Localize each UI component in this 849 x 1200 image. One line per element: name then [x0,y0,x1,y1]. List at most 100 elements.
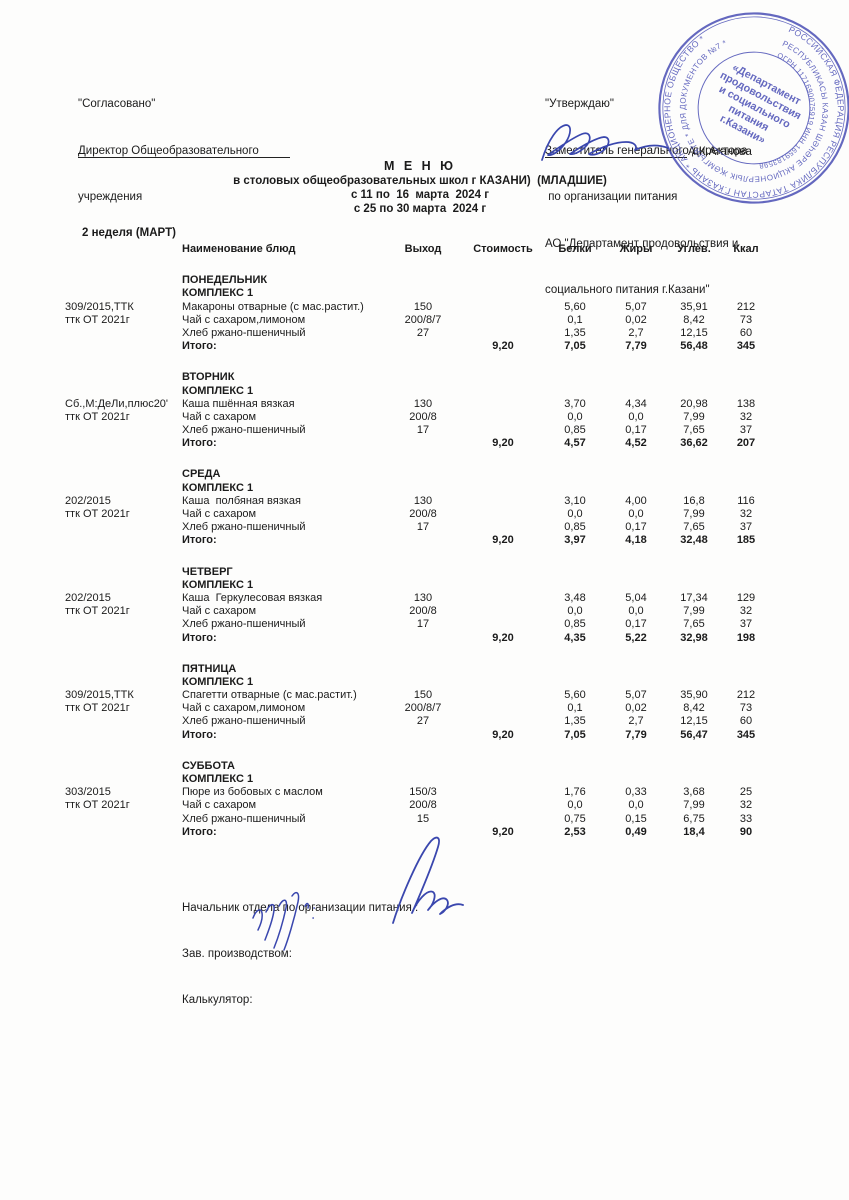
dish-cost [463,592,543,605]
total-carb: 18,4 [683,825,705,838]
dish-name: Хлеб ржано-пшеничный [182,715,306,728]
dish-protein: 3,48 [564,591,586,604]
total-row: Итого: 9,20 4,35 5,22 32,98 198 [65,632,775,645]
dish-cost [463,327,543,340]
dish-code: ттк ОТ 2021г [65,313,130,326]
dish-code: ттк ОТ 2021г [65,410,130,423]
dish-protein: 0,1 [567,313,583,326]
code-cell [65,729,182,742]
day-title: ЧЕТВЕРГ [182,565,233,578]
dish-fat: 4,34 [625,397,647,410]
dish-kcal: 60 [739,326,753,339]
dish-protein: 3,10 [564,494,586,507]
dish-row: 309/2015,ТТК Спагетти отварные (с мас.рас… [65,689,775,702]
dish-name: Хлеб ржано-пшеничный [182,812,306,825]
total-label: Итого: [182,437,217,450]
dish-output: 200/8 [409,508,437,520]
dish-output: 17 [416,521,430,534]
dish-protein: 5,60 [564,300,586,313]
dish-kcal: 138 [736,397,756,410]
dish-fat: 5,04 [625,591,647,604]
approval-right-line3: по организации питания [545,191,678,203]
dish-cost [463,314,543,327]
dish-fat: 0,02 [625,313,647,326]
code-cell [65,676,182,689]
dish-output: 130 [413,397,433,410]
complex-label: КОМПЛЕКС 1 [182,578,254,591]
dish-cost [463,702,543,715]
title-dates-1: с 11 по 16 марта 2024 г [350,189,490,201]
complex-row: КОМПЛЕКС 1 [65,287,775,300]
dish-row: Хлеб ржано-пшеничный 27 1,35 2,7 12,15 60 [65,715,775,728]
dish-name: Хлеб ржано-пшеничный [182,326,306,339]
footer-line2: Зав. производством: [182,948,292,961]
total-cost: 9,20 [492,728,514,741]
total-output [383,437,463,450]
dish-kcal: 212 [736,689,756,702]
dish-fat: 0,33 [625,786,647,799]
dish-fat: 2,7 [628,715,644,728]
dish-protein: 0,0 [567,410,583,423]
total-carb: 32,48 [680,534,708,547]
dish-cost [463,813,543,826]
dish-protein: 0,0 [567,508,583,520]
dish-cost [463,786,543,799]
complex-row: КОМПЛЕКС 1 [65,676,775,689]
dish-fat: 5,07 [625,689,647,702]
dish-fat: 0,15 [625,812,647,825]
col-dish-name: Наименование блюд [182,243,296,255]
total-fat: 7,79 [625,340,647,353]
dish-carb: 35,90 [680,689,708,702]
dish-row: Хлеб ржано-пшеничный 17 0,85 0,17 7,65 37 [65,424,775,437]
dish-carb: 8,42 [683,702,705,715]
dish-output: 150/3 [409,786,437,799]
day-title-row: ЧЕТВЕРГ [65,566,775,579]
day-title: ПОНЕДЕЛЬНИК [182,274,268,287]
dish-code: Сб.,М:ДеЛи,плюс20' [65,397,169,410]
dish-kcal: 32 [739,508,753,520]
dish-carb: 7,99 [683,799,705,812]
dish-name: Чай с сахаром,лимоном [182,702,306,715]
dish-output: 200/8 [409,410,437,423]
dish-kcal: 73 [739,313,753,326]
dish-row: ттк ОТ 2021г Чай с сахаром 200/8 0,0 0,0 7,99… [65,799,775,812]
total-fat: 7,79 [625,728,647,741]
dish-name: Чай с сахаром [182,508,257,520]
dish-carb: 7,99 [683,605,705,618]
day-title: СРЕДА [182,468,221,481]
dish-protein: 0,85 [564,424,586,437]
dish-name: Макароны отварные (с мас.растит.) [182,300,364,313]
total-label: Итого: [182,728,217,741]
dish-cost [463,495,543,508]
dish-kcal: 212 [736,300,756,313]
dish-kcal: 73 [739,702,753,715]
total-row: Итого: 9,20 3,97 4,18 32,48 185 [65,534,775,547]
approval-left-line3: учреждения [78,191,143,203]
week-label: 2 неделя (МАРТ) [82,227,176,239]
head-of-department-signature [392,836,464,924]
total-carb: 56,48 [680,340,708,353]
dish-cost [463,424,543,437]
dish-code: 303/2015 [65,786,111,799]
total-cost: 9,20 [492,825,514,838]
dish-name: Каша полбяная вязкая [182,494,301,507]
total-cost: 9,20 [492,631,514,644]
complex-row: КОМПЛЕКС 1 [65,482,775,495]
title-block: М Е Н Ю в столовых общеобразовательных ш… [0,158,840,216]
dish-row: 303/2015 Пюре из бобовых с маслом 150/3 1,7… [65,786,775,799]
complex-label: КОМПЛЕКС 1 [182,773,254,785]
dish-carb: 12,15 [680,326,708,339]
total-kcal: 207 [736,437,756,450]
dish-fat: 0,0 [628,508,644,520]
dish-carb: 12,15 [680,715,708,728]
dish-name: Каша Геркулесовая вязкая [182,591,323,604]
dish-row: Хлеб ржано-пшеничный 15 0,75 0,15 6,75 33 [65,813,775,826]
dish-output: 17 [416,424,430,437]
total-kcal: 90 [739,825,753,838]
total-fat: 0,49 [625,825,647,838]
day-title: ПЯТНИЦА [182,662,237,675]
col-cost: Стоимость [473,243,533,255]
dish-code: ттк ОТ 2021г [65,799,130,812]
dish-protein: 0,85 [564,618,586,631]
